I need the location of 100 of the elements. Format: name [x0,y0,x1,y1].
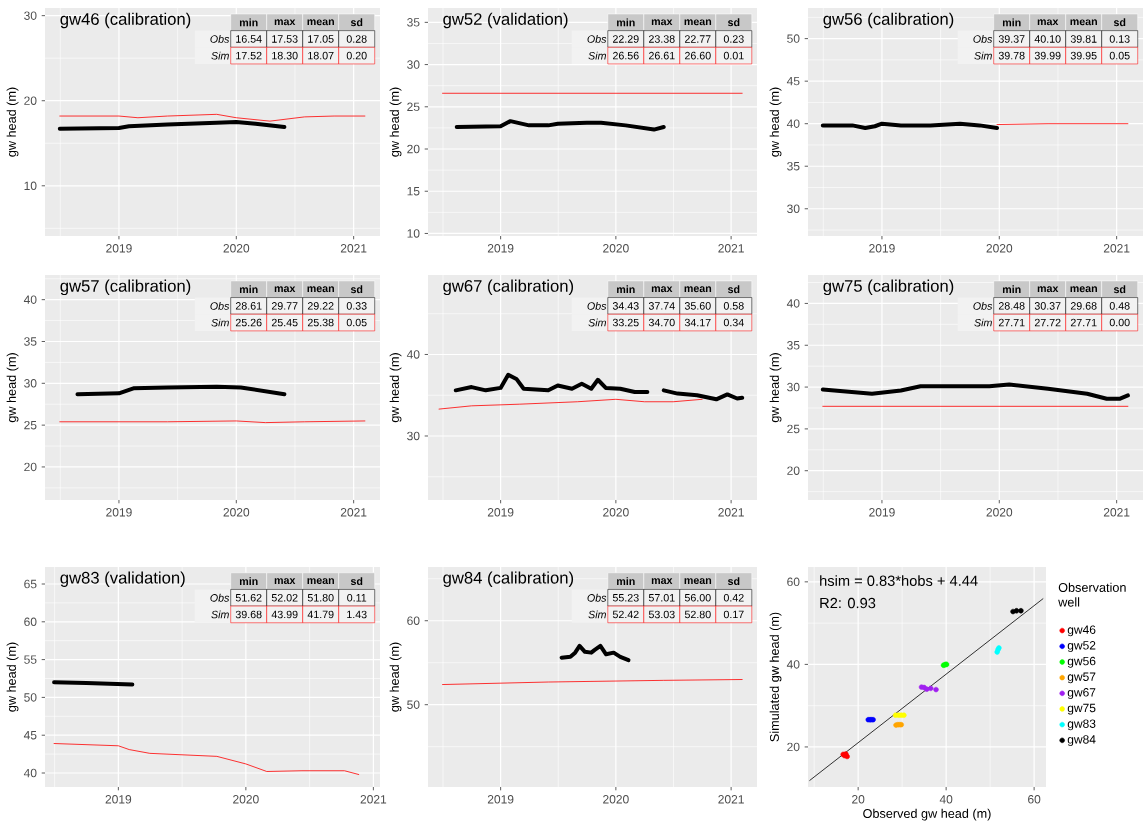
annotation: min [617,18,635,27]
y-tick-label: 20 [407,144,420,154]
annotation: R2: 0.93 [820,597,876,609]
y-tick-label: 10 [24,181,37,191]
y-tick-label: 10 [407,229,420,238]
annotation: Obs [973,301,993,310]
x-tick-label: 2019 [105,795,132,804]
y-tick-label: 30 [787,204,800,214]
annotation: 0.34 [723,318,744,327]
annotation: 23.38 [649,35,675,43]
y-tick-label: 25 [407,102,420,112]
chart-title: gw46 (calibration) [60,12,191,29]
y-tick-label: 35 [787,341,800,350]
x-tick-label: 2020 [986,244,1013,253]
annotation: 17.05 [308,35,334,43]
y-tick-label: 40 [23,768,37,778]
annotation: 17.52 [236,51,262,60]
x-tick-label: 2021 [360,795,387,804]
annotation: mean [684,578,712,585]
annotation: 16.54 [236,35,262,43]
y-tick-label: 30 [24,379,37,388]
annotation: 1.43 [347,610,367,619]
y-axis-title: gw head (m) [389,87,402,157]
x-tick-label: 2020 [233,795,259,804]
annotation: 53.03 [648,610,675,619]
legend-title: Observation well [1058,582,1126,607]
y-tick-label: 40 [406,350,420,359]
annotation: 52.02 [271,594,298,602]
y-tick-label: 20 [24,96,37,106]
annotation: 39.68 [235,610,262,619]
annotation: sd [350,577,363,586]
annotation: 52.42 [612,610,639,619]
annotation: 39.37 [998,35,1025,43]
annotation: Obs [973,35,993,43]
annotation: Sim [974,318,992,327]
annotation: 27.71 [998,318,1025,327]
annotation: 29.77 [271,302,298,310]
annotation: Sim [211,318,229,327]
y-tick-label: 40 [786,119,800,128]
annotation: 0.01 [723,51,744,60]
annotation: min [617,577,635,585]
y-tick-label: 20 [787,742,800,752]
x-tick-label: 2021 [340,508,367,517]
annotation: Sim [974,51,992,60]
annotation: Obs [210,593,230,602]
annotation: sd [350,285,363,294]
annotation: hsim = 0.83*hobs + 4.44 [820,575,978,586]
annotation: 22.77 [685,35,711,43]
annotation: 37.74 [648,302,675,310]
x-tick-label: 2020 [986,508,1013,517]
x-tick-label: 2020 [603,795,629,804]
annotation: max [651,19,673,26]
annotation: sd [727,285,740,294]
y-axis-title: Simulated gw head (m) [769,612,782,742]
chart-title: gw52 (validation) [443,12,568,29]
chart-title: gw84 (calibration) [443,571,574,587]
annotation: 18.07 [308,51,334,60]
annotation: 39.99 [1034,51,1061,60]
y-tick-label: 60 [407,616,420,626]
annotation: 0.58 [723,302,744,310]
x-tick-label: 2019 [106,244,132,253]
y-axis-title: gw head (m) [389,353,402,423]
x-tick-label: 2021 [1103,508,1130,517]
annotation: 28.48 [998,302,1025,310]
annotation: Sim [211,51,229,60]
annotation: 39.81 [1070,35,1097,43]
x-tick-label: 2019 [869,244,895,253]
y-tick-label: 45 [786,77,800,86]
annotation: sd [1113,18,1126,27]
annotation: 0.28 [346,35,367,43]
annotation: max [274,19,296,26]
annotation: 18.30 [272,51,298,60]
annotation: Sim [211,610,229,619]
annotation: 41.79 [307,610,334,619]
annotation: max [1037,19,1059,26]
annotation: min [239,18,258,27]
legend-label: gw46 [1067,625,1096,637]
annotation: 35.60 [684,302,711,310]
annotation: mean [307,578,334,585]
y-tick-label: 30 [787,382,800,392]
chart-title: gw83 (validation) [60,571,185,587]
annotation: 25.45 [271,318,298,327]
annotation: max [651,578,673,585]
annotation: Obs [210,35,230,43]
annotation: 34.43 [612,302,639,310]
y-tick-label: 55 [24,655,37,664]
annotation: 26.56 [613,51,639,60]
annotation: Sim [588,610,606,619]
y-tick-label: 20 [787,466,800,475]
annotation: 29.22 [307,302,334,310]
annotation: 51.62 [235,594,262,602]
annotation: min [239,285,258,294]
x-tick-label: 2021 [718,795,744,804]
annotation: 26.60 [685,51,711,60]
annotation: min [617,285,635,294]
annotation: 33.25 [612,318,639,327]
x-tick-label: 2019 [487,795,514,804]
annotation: 34.70 [648,318,675,327]
annotation: mean [307,286,334,293]
y-axis-title: gw head (m) [389,642,402,712]
